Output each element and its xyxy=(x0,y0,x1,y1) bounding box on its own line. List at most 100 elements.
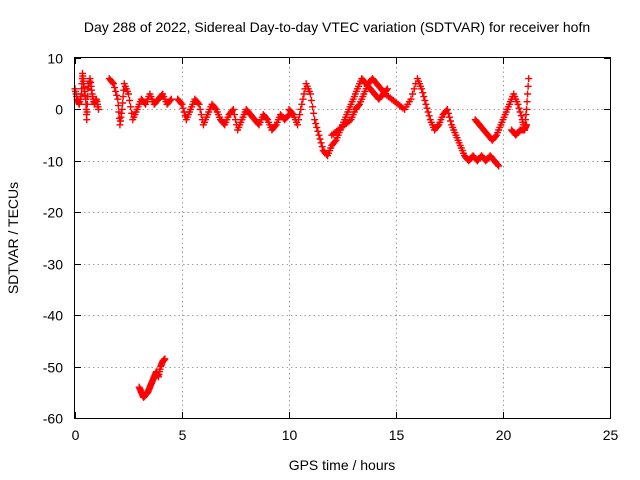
data-point-interp xyxy=(307,96,315,104)
y-tick-label: -50 xyxy=(43,360,63,376)
data-point-interp xyxy=(296,111,304,119)
data-point xyxy=(118,105,126,113)
data-point-interp xyxy=(316,135,324,143)
data-point xyxy=(125,90,132,98)
x-tick-label: 15 xyxy=(389,427,405,443)
data-point xyxy=(195,100,203,108)
data-point xyxy=(383,85,391,93)
data-point-interp xyxy=(355,102,363,110)
data-point-interp xyxy=(310,109,318,117)
data-point xyxy=(306,90,314,98)
data-point-interp xyxy=(515,104,523,112)
series-arc-4 xyxy=(285,75,391,160)
tick-layer: 0 5 10 15 20 25 10 0 -10 -20 -30 -40 -50 -60 xyxy=(43,51,619,444)
data-point-interp xyxy=(297,105,305,113)
data-point-interp xyxy=(524,90,532,98)
y-axis-label: SDTVAR / TECUs xyxy=(5,182,21,294)
data-point-interp xyxy=(420,93,428,101)
data-point-interp xyxy=(434,122,442,130)
y-tick-label: -60 xyxy=(43,411,63,427)
data-point-interp xyxy=(444,109,452,117)
y-tick-label: -10 xyxy=(43,154,63,170)
data-point-interp xyxy=(516,108,524,116)
data-point-interp xyxy=(112,87,120,95)
data-point-interp xyxy=(312,120,320,128)
x-tick-label: 5 xyxy=(179,427,187,443)
y-tick-label: -30 xyxy=(43,257,63,273)
data-point-interp xyxy=(300,90,308,98)
series-arc-8 xyxy=(508,121,531,139)
data-point-interp xyxy=(288,109,296,117)
data-point-interp xyxy=(228,107,236,115)
data-point-interp xyxy=(166,96,174,104)
data-point xyxy=(178,100,186,108)
data-point-interp xyxy=(331,138,339,146)
data-point xyxy=(443,105,451,113)
data-point-interp xyxy=(425,112,433,120)
data-point-interp xyxy=(318,143,326,151)
series-arc-9 xyxy=(135,355,169,401)
data-point xyxy=(418,85,426,93)
data-point-interp xyxy=(517,112,525,120)
y-tick-label: -40 xyxy=(43,308,63,324)
data-point xyxy=(83,116,91,124)
data-point-interp xyxy=(113,91,121,99)
data-point xyxy=(110,80,118,88)
data-point-interp xyxy=(194,99,202,107)
data-point xyxy=(294,121,302,129)
data-point-interp xyxy=(211,104,219,112)
data-point-interp xyxy=(196,105,204,113)
grid-layer xyxy=(75,58,610,418)
data-point-interp xyxy=(83,108,91,116)
data-point-interp xyxy=(197,111,205,119)
data-point xyxy=(514,100,522,108)
data-point xyxy=(523,121,531,129)
series-arc-2 xyxy=(105,75,175,129)
x-tick-label: 20 xyxy=(496,427,512,443)
y-tick-label: 0 xyxy=(55,102,63,118)
data-point-interp xyxy=(345,117,353,125)
data-point xyxy=(161,355,169,363)
data-point xyxy=(229,105,237,113)
data-point-interp xyxy=(524,82,532,90)
data-point xyxy=(523,105,531,113)
data-point xyxy=(167,95,175,103)
data-point-interp xyxy=(421,96,429,104)
series-arc-5 xyxy=(328,75,389,139)
data-point-interp xyxy=(523,98,531,106)
data-point-interp xyxy=(424,108,432,116)
series-arc-6 xyxy=(381,75,503,170)
data-point xyxy=(422,100,430,108)
x-tick-label: 0 xyxy=(72,427,80,443)
data-point-interp xyxy=(299,95,307,103)
data-layer xyxy=(71,69,533,401)
data-point-interp xyxy=(128,109,136,117)
series-arc-1 xyxy=(71,69,103,124)
data-point-interp xyxy=(232,116,239,124)
plot-frame xyxy=(74,57,611,419)
y-tick-label: -20 xyxy=(43,205,63,221)
data-point-interp xyxy=(409,90,417,98)
chart-title: Day 288 of 2022, Sidereal Day-to-day VTE… xyxy=(84,19,590,35)
data-point-interp xyxy=(492,132,500,140)
data-point-interp xyxy=(119,93,127,101)
data-point-interp xyxy=(410,85,418,93)
data-point-interp xyxy=(419,89,427,97)
x-tick-label: 10 xyxy=(282,427,298,443)
series-arc-3 xyxy=(174,95,293,134)
data-point-interp xyxy=(230,111,238,119)
data-point-interp xyxy=(108,78,116,86)
data-point xyxy=(95,105,103,113)
data-point-interp xyxy=(447,117,455,125)
data-point-interp xyxy=(119,99,127,107)
data-point-interp xyxy=(314,127,322,135)
data-point xyxy=(315,131,323,139)
data-point xyxy=(311,116,319,124)
data-point-interp xyxy=(179,104,187,112)
data-point-interp xyxy=(177,99,185,107)
x-tick-label: 25 xyxy=(603,427,619,443)
data-point-interp xyxy=(313,123,321,131)
data-point-interp xyxy=(271,122,279,130)
x-axis-label: GPS time / hours xyxy=(289,457,396,473)
